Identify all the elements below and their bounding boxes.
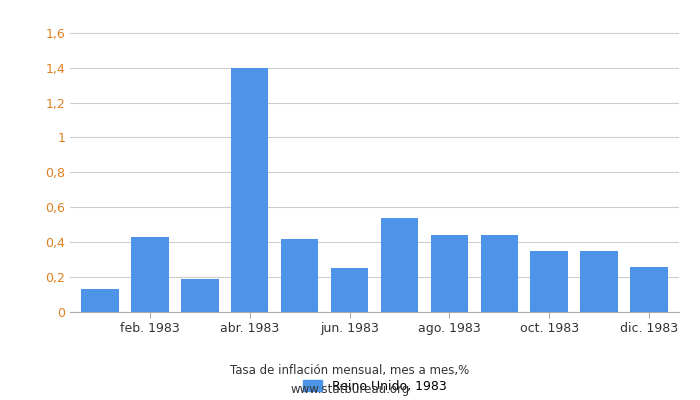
Bar: [580, 251, 618, 312]
Bar: [331, 268, 368, 312]
Bar: [430, 235, 468, 312]
Text: Tasa de inflación mensual, mes a mes,%
www.statbureau.org: Tasa de inflación mensual, mes a mes,% w…: [230, 364, 470, 396]
Legend: Reino Unido, 1983: Reino Unido, 1983: [298, 375, 452, 398]
Bar: [181, 279, 218, 312]
Bar: [381, 218, 418, 312]
Bar: [281, 239, 318, 312]
Bar: [630, 267, 668, 312]
Bar: [231, 68, 268, 312]
Bar: [131, 237, 169, 312]
Bar: [481, 235, 518, 312]
Bar: [81, 289, 119, 312]
Bar: [531, 251, 568, 312]
